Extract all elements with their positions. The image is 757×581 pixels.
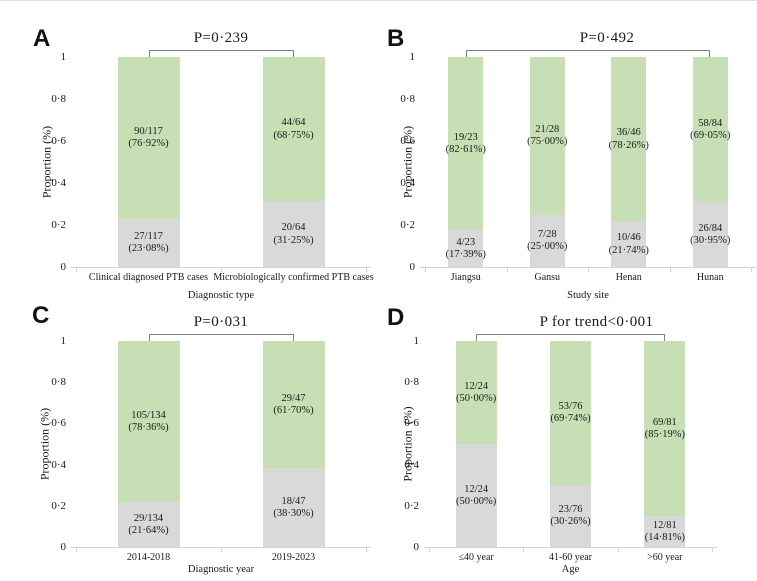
y-tick-label: 0·4: [385, 458, 419, 472]
panel-letter: B: [387, 27, 404, 51]
significance-bracket-line: [149, 334, 294, 335]
significance-bracket-line: [466, 50, 711, 51]
significance-bracket-line: [476, 334, 665, 335]
bracket-tick-left: [149, 334, 150, 341]
bar-segment-label: 29/134 (21·64%): [88, 513, 210, 538]
bar-segment-label: 53/76 (69·74%): [520, 401, 621, 426]
bar-segment-label: 27/117 (23·08%): [88, 231, 210, 256]
y-tick-label: 0·6: [381, 134, 415, 148]
p-value-label: P=0·492: [497, 30, 717, 47]
y-tick-label: 0·8: [32, 375, 66, 389]
x-axis-title: Age: [429, 563, 712, 576]
bar-segment-label: 69/81 (85·19%): [614, 417, 715, 442]
p-value-label: P=0·239: [111, 30, 331, 47]
bar-segment-label: 29/47 (61·70%): [233, 393, 355, 418]
y-tick-label: 0·6: [32, 416, 66, 430]
y-tick-label: 0·2: [385, 499, 419, 513]
bracket-tick-left: [466, 50, 467, 57]
bar-segment-label: 18/47 (38·30%): [233, 496, 355, 521]
bar-segment-label: 12/24 (50·00%): [426, 381, 527, 406]
x-axis-line: [424, 547, 717, 548]
bar-segment-label: 44/64 (68·75%): [233, 117, 355, 142]
y-tick-label: 1: [385, 334, 419, 348]
y-tick-label: 0·2: [32, 499, 66, 513]
bracket-tick-left: [476, 334, 477, 341]
y-tick-label: 0·2: [32, 218, 66, 232]
bracket-tick-left: [149, 50, 150, 57]
y-tick-label: 0·4: [32, 458, 66, 472]
y-tick-label: 0·8: [32, 92, 66, 106]
p-value-label: P=0·031: [111, 314, 331, 331]
y-tick-label: 0·8: [381, 92, 415, 106]
panel-letter: D: [387, 306, 404, 330]
y-tick-label: 0·4: [32, 176, 66, 190]
category-label: Hunan: [630, 271, 757, 284]
p-value-label: P for trend<0·001: [487, 314, 707, 331]
bracket-tick-right: [293, 334, 294, 341]
panel-letter: A: [33, 27, 50, 51]
panel-letter: C: [32, 304, 49, 328]
bracket-tick-right: [664, 334, 665, 341]
y-tick-label: 1: [32, 50, 66, 64]
bar-segment-label: 90/117 (76·92%): [88, 126, 210, 151]
bar-segment-label: 12/24 (50·00%): [426, 484, 527, 509]
bar-segment-label: 20/64 (31·25%): [233, 222, 355, 247]
category-label: Microbiologically confirmed PTB cases: [181, 271, 406, 284]
significance-bracket-line: [149, 50, 294, 51]
y-tick-label: 0·6: [385, 416, 419, 430]
bracket-tick-right: [293, 50, 294, 57]
y-tick-label: 1: [32, 334, 66, 348]
y-tick-label: 0·4: [381, 176, 415, 190]
bar-segment-label: 105/134 (78·36%): [88, 410, 210, 435]
x-axis-title: Diagnostic year: [76, 563, 366, 576]
y-tick-label: 0·6: [32, 134, 66, 148]
bar-segment-label: 26/84 (30·95%): [663, 223, 757, 248]
bracket-tick-right: [709, 50, 710, 57]
bar-segment-label: 58/84 (69·05%): [663, 118, 757, 143]
y-tick-label: 0·8: [385, 375, 419, 389]
bar-segment-label: 23/76 (30·26%): [520, 504, 621, 529]
bar-segment-label: 12/81 (14·81%): [614, 520, 715, 545]
y-tick-label: 1: [381, 50, 415, 64]
y-tick-label: 0·2: [381, 218, 415, 232]
